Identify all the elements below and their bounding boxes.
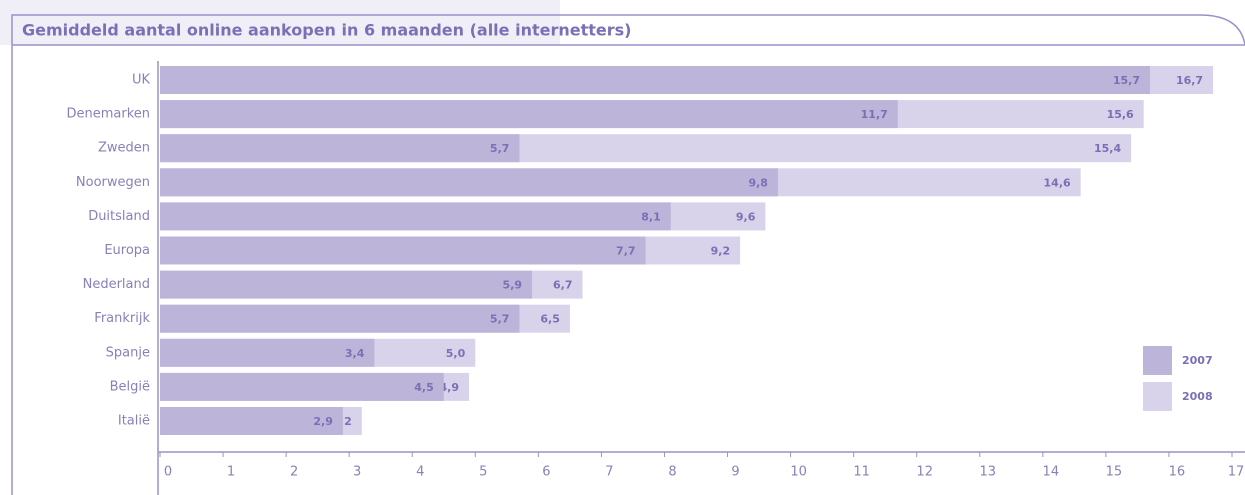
- value-label: 2,9: [313, 415, 333, 428]
- value-label: 4,5: [414, 381, 434, 394]
- value-label: 9,6: [736, 210, 756, 223]
- bar: [160, 372, 444, 401]
- category-label: Europa: [104, 243, 150, 258]
- bar: [160, 202, 671, 231]
- bar: [160, 407, 343, 435]
- category-label: België: [110, 379, 150, 394]
- category-label: Denemarken: [66, 107, 150, 122]
- value-label: 16,7: [1176, 74, 1203, 87]
- x-tick-label: 0: [164, 465, 172, 480]
- category-label: Frankrijk: [94, 311, 150, 326]
- x-tick-label: 7: [605, 465, 613, 480]
- value-label: 14,6: [1044, 176, 1071, 189]
- category-label: Spanje: [106, 345, 150, 360]
- x-tick-label: 13: [979, 465, 996, 480]
- x-tick-label: 10: [790, 465, 807, 480]
- value-label: 7,7: [616, 245, 636, 258]
- value-label: 5,9: [503, 279, 523, 292]
- value-label: 15,7: [1113, 74, 1140, 87]
- x-tick-label: 15: [1106, 465, 1123, 480]
- value-label: 9,2: [711, 245, 731, 258]
- title-background: [0, 0, 560, 45]
- x-tick-label: 8: [668, 465, 676, 480]
- legend-swatch: [1143, 346, 1172, 375]
- value-label: 6,7: [553, 279, 573, 292]
- value-label: 8,1: [641, 210, 661, 223]
- value-label: 5,0: [446, 347, 466, 360]
- bar: [160, 134, 520, 163]
- legend-label: 2008: [1182, 390, 1213, 403]
- legend-swatch: [1143, 382, 1172, 411]
- category-label: Duitsland: [88, 209, 150, 224]
- bar: [160, 304, 520, 333]
- category-label: Zweden: [98, 141, 150, 156]
- x-tick-label: 4: [416, 465, 424, 480]
- chart-title: Gemiddeld aantal online aankopen in 6 ma…: [22, 21, 631, 40]
- x-tick-label: 11: [853, 465, 870, 480]
- bar: [160, 66, 1151, 94]
- legend-label: 2007: [1182, 354, 1213, 367]
- x-tick-label: 1: [227, 465, 235, 480]
- value-label: 5,7: [490, 313, 510, 326]
- value-label: 15,4: [1094, 142, 1121, 155]
- x-tick-label: 9: [731, 465, 739, 480]
- x-tick-label: 6: [542, 465, 550, 480]
- bar: [160, 338, 375, 367]
- frame: [11, 14, 1245, 495]
- bar: [160, 168, 778, 197]
- value-label: 3,4: [345, 347, 365, 360]
- value-label: 9,8: [748, 176, 768, 189]
- bar: [160, 236, 646, 265]
- category-label: Italië: [118, 414, 150, 429]
- value-label: 6,5: [540, 313, 560, 326]
- category-label: Nederland: [83, 277, 150, 292]
- value-label: 4,9: [439, 381, 459, 394]
- category-label: Noorwegen: [76, 175, 150, 190]
- x-tick-label: 2: [290, 465, 298, 480]
- value-label: 15,6: [1107, 108, 1134, 121]
- bar: [160, 270, 533, 299]
- x-tick-label: 12: [916, 465, 933, 480]
- x-tick-label: 14: [1043, 465, 1060, 480]
- value-label: 5,7: [490, 142, 510, 155]
- x-tick-label: 3: [353, 465, 361, 480]
- value-label: 11,7: [861, 108, 888, 121]
- x-tick-label: 17: [1228, 465, 1245, 480]
- x-tick-label: 16: [1169, 465, 1186, 480]
- bar: [160, 100, 898, 129]
- x-tick-label: 5: [479, 465, 487, 480]
- category-label: UK: [132, 73, 151, 88]
